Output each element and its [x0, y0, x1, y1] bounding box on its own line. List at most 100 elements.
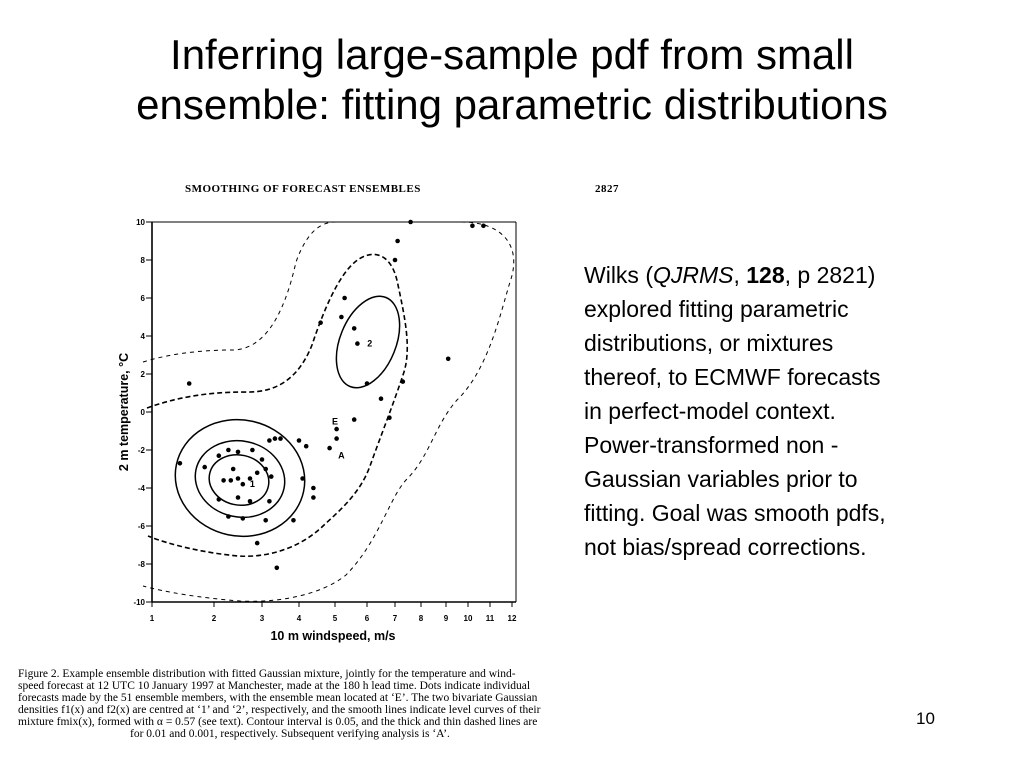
caption-line-6: for 0.01 and 0.001, respectively. Subseq… [130, 728, 450, 741]
ensemble-member-point [240, 516, 246, 521]
citation-volume: 128 [746, 262, 785, 288]
ensemble-member-point [235, 449, 241, 455]
slide-title-line-2: ensemble: fitting parametric distributio… [136, 81, 888, 128]
contour-thin-dashed-0-001 [142, 221, 515, 602]
x-axis-label: 10 m windspeed, m/s [270, 629, 395, 643]
body-line-6: Power-transformed non - [584, 432, 839, 458]
body-line-3: distributions, or mixtures [584, 330, 834, 356]
ensemble-member-point [177, 461, 183, 466]
y-tick-label: 10 [136, 218, 145, 227]
ensemble-member-point [364, 381, 370, 386]
y-tick-label: -10 [133, 598, 145, 607]
slide-title-line-1: Inferring large-sample pdf from small [170, 31, 854, 78]
y-tick-label: 0 [141, 408, 146, 417]
x-tick-label: 6 [365, 614, 370, 623]
body-line-4: thereof, to ECMWF forecasts [584, 364, 881, 390]
citation-prefix: Wilks ( [584, 262, 653, 288]
ensemble-member-point [250, 447, 255, 453]
ensemble-points [177, 219, 486, 571]
ensemble-member-point [303, 443, 309, 449]
body-line-1: Wilks (QJRMS, 128, p 2821) [584, 258, 1004, 292]
figure-caption: Figure 2. Example ensemble distribution … [18, 668, 618, 741]
ensemble-member-point [334, 426, 339, 432]
contour-thick-dashed-0-01 [146, 253, 409, 558]
ensemble-member-point [387, 415, 392, 421]
x-tick-label: 2 [212, 614, 217, 623]
ensemble-member-point [272, 436, 278, 441]
x-ticks: 1 2 3 4 5 6 7 8 9 10 11 12 [150, 602, 517, 623]
slide-title: Inferring large-sample pdf from small en… [0, 30, 1024, 130]
ensemble-member-point [254, 470, 260, 476]
y-ticks: 10 8 6 4 2 0 -2 -4 -6 -8 -10 [133, 218, 152, 607]
y-tick-label: -2 [138, 446, 146, 455]
y-tick-label: -4 [138, 484, 146, 493]
body-line-7: Gaussian variables prior to [584, 466, 858, 492]
citation-sep-2: , p 2821) [784, 262, 876, 288]
body-line-8: fitting. Goal was smooth pdfs, [584, 500, 886, 526]
journal-page-number: 2827 [595, 183, 619, 195]
x-tick-label: 7 [393, 614, 398, 623]
x-tick-label: 8 [419, 614, 424, 623]
citation-journal: QJRMS [652, 262, 734, 288]
ensemble-member-point [254, 540, 260, 546]
ensemble-member-point [339, 314, 344, 320]
ensemble-member-point [216, 497, 222, 502]
ensemble-member-point [300, 476, 305, 481]
ensemble-member-point [296, 438, 302, 443]
ensemble-member-point [327, 445, 332, 451]
contour-mixture-outer [174, 418, 306, 538]
ensemble-member-point [247, 476, 253, 481]
ensemble-member-point [202, 464, 207, 470]
caption-line-5: mixture fmix(x), formed with α = 0.57 (s… [18, 716, 538, 729]
ensemble-member-point [267, 438, 272, 443]
y-tick-label: 6 [141, 294, 146, 303]
journal-header: SMOOTHING OF FORECAST ENSEMBLES [185, 183, 421, 195]
slide-number: 10 [916, 709, 935, 728]
contour-mixture-inner [208, 454, 270, 506]
x-tick-label: 12 [508, 614, 517, 623]
x-tick-label: 3 [260, 614, 265, 623]
y-tick-label: -8 [138, 560, 146, 569]
body-line-2: explored fitting parametric [584, 296, 849, 322]
chart-annotations: E A 1 2 [250, 339, 372, 490]
ensemble-member-point [235, 495, 241, 500]
ensemble-member-point [334, 436, 339, 441]
x-tick-label: 4 [297, 614, 302, 623]
ensemble-member-point [445, 356, 451, 362]
ensemble-member-point [291, 518, 296, 523]
annotation-1: 1 [250, 479, 255, 489]
y-tick-label: 2 [141, 370, 146, 379]
ensemble-member-point [400, 379, 406, 384]
ensemble-member-point [470, 223, 475, 229]
x-tick-label: 11 [486, 614, 495, 623]
caption-line-4: densities f1(x) and f2(x) are centred at… [18, 704, 541, 717]
x-tick-label: 10 [464, 614, 473, 623]
x-tick-label: 5 [333, 614, 338, 623]
x-tick-label: 1 [150, 614, 155, 623]
ensemble-member-point [230, 466, 236, 472]
ensemble-member-point [392, 257, 398, 263]
body-line-5: in perfect-model context. [584, 398, 836, 424]
body-line-9: not bias/spread corrections. [584, 534, 867, 560]
ensemble-member-point [235, 476, 241, 481]
ensemble-member-point [221, 478, 226, 483]
ensemble-member-point [311, 485, 316, 491]
body-text: Wilks (QJRMS, 128, p 2821) explored fitt… [584, 258, 1004, 564]
caption-line-2: speed forecast at 12 UTC 10 January 1997… [18, 680, 531, 693]
ensemble-member-point [263, 466, 269, 472]
ensemble-member-point [259, 457, 265, 462]
annotation-A: A [338, 451, 345, 461]
contours [142, 221, 515, 602]
citation-sep-1: , [733, 262, 747, 288]
ensemble-member-point [263, 518, 269, 523]
ensemble-member-point [186, 381, 192, 386]
x-tick-label: 9 [444, 614, 449, 623]
ensemble-member-point [481, 223, 486, 229]
ensemble-member-point [318, 320, 323, 326]
ensemble-member-point [278, 436, 283, 441]
ensemble-member-point [311, 495, 316, 500]
ensemble-member-point [351, 326, 357, 331]
ensemble-member-point [240, 481, 246, 487]
contour-component-2 [335, 295, 401, 389]
